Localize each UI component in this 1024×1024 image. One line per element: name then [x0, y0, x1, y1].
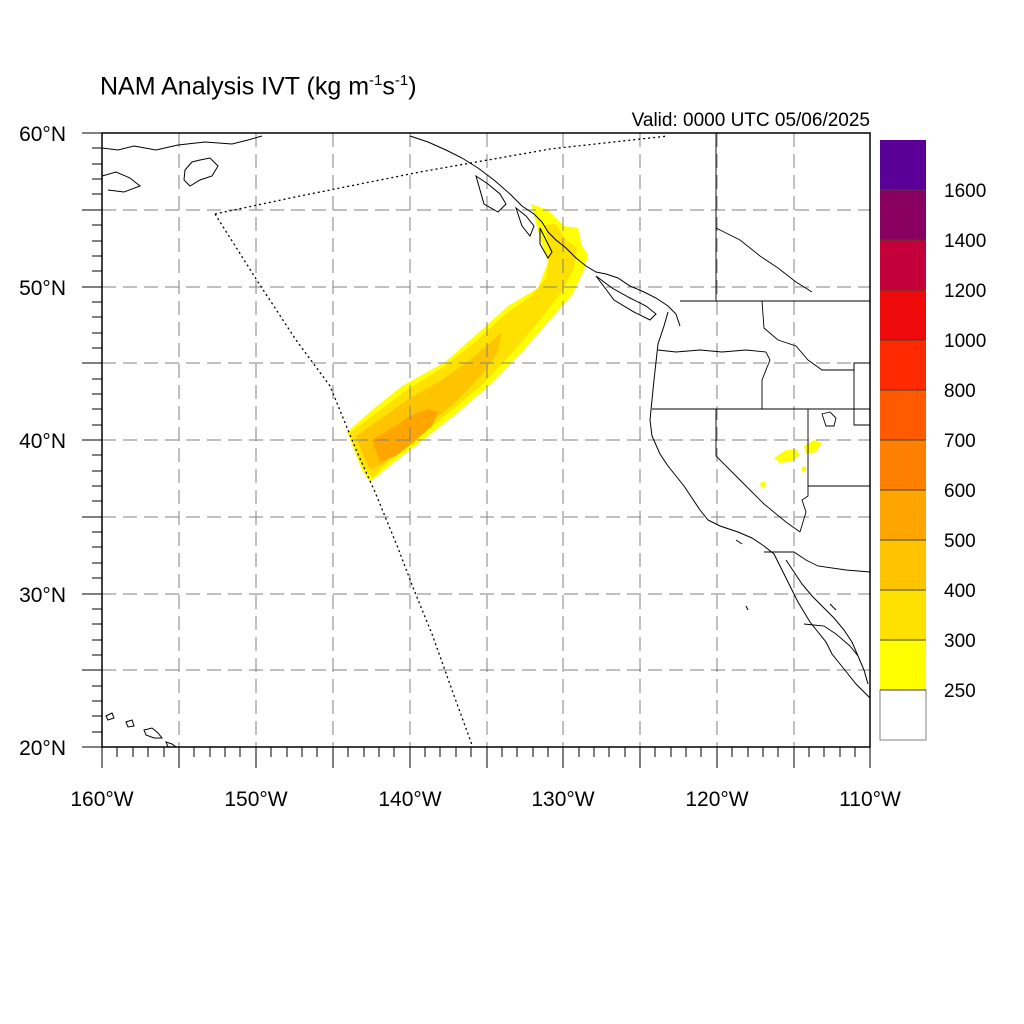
colorbar-box — [880, 290, 926, 340]
lat-label: 30°N — [19, 584, 66, 607]
ivt-inland-patch — [802, 466, 806, 471]
colorbar-box — [880, 590, 926, 640]
lat-label: 60°N — [19, 123, 66, 146]
colorbar-label: 250 — [944, 681, 976, 702]
colorbar-label: 700 — [944, 431, 976, 452]
lon-label: 120°W — [685, 788, 748, 811]
colorbar-label: 300 — [944, 631, 976, 652]
map-content — [102, 133, 870, 747]
coastline — [102, 135, 870, 747]
lon-label: 110°W — [839, 788, 901, 811]
colorbar-label: 600 — [944, 481, 976, 502]
colorbar-box — [879, 689, 927, 741]
colorbar-label: 1000 — [944, 331, 986, 352]
lon-label: 140°W — [378, 788, 441, 811]
political-boundaries — [652, 133, 870, 657]
lat-label: 50°N — [19, 277, 66, 300]
colorbar-box — [880, 240, 926, 290]
colorbar-label: 1400 — [944, 231, 986, 252]
valid-time: Valid: 0000 UTC 05/06/2025 — [631, 110, 870, 131]
colorbar-box — [880, 540, 926, 590]
colorbar-label: 500 — [944, 531, 976, 552]
colorbar-label: 800 — [944, 381, 976, 402]
lon-label: 160°W — [70, 788, 133, 811]
colorbar-box — [880, 640, 926, 690]
axis-ticks — [82, 132, 871, 768]
colorbar-box — [880, 490, 926, 540]
colorbar-box — [880, 390, 926, 440]
colorbar-box — [880, 190, 926, 240]
lat-labels: 60°N 50°N 40°N 30°N 20°N — [19, 123, 66, 760]
colorbar-box — [880, 140, 926, 190]
ivt-inland-patch — [804, 440, 822, 454]
colorbar-label: 400 — [944, 581, 976, 602]
lon-label: 130°W — [531, 788, 594, 811]
colorbar-box — [880, 340, 926, 390]
lat-label: 40°N — [19, 430, 66, 453]
lon-label: 150°W — [224, 788, 287, 811]
colorbar-label: 1600 — [944, 181, 986, 202]
graticule — [102, 133, 870, 747]
ivt-500-band — [372, 409, 438, 462]
colorbar: 1600 1400 1200 1000 800 700 600 500 400 … — [879, 140, 986, 741]
lat-label: 20°N — [19, 737, 66, 760]
colorbar-box — [880, 440, 926, 490]
ivt-inland-patch — [760, 481, 766, 488]
colorbar-label: 1200 — [944, 281, 986, 302]
ivt-inland-patch — [774, 449, 800, 463]
lon-labels: 160°W 150°W 140°W 130°W 120°W 110°W — [70, 788, 901, 811]
colorbar-dividers — [880, 189, 926, 691]
map-title: NAM Analysis IVT (kg m-1s-1) — [100, 72, 417, 101]
great-salt-lake — [821, 411, 837, 427]
model-domain-boundary — [214, 135, 669, 746]
